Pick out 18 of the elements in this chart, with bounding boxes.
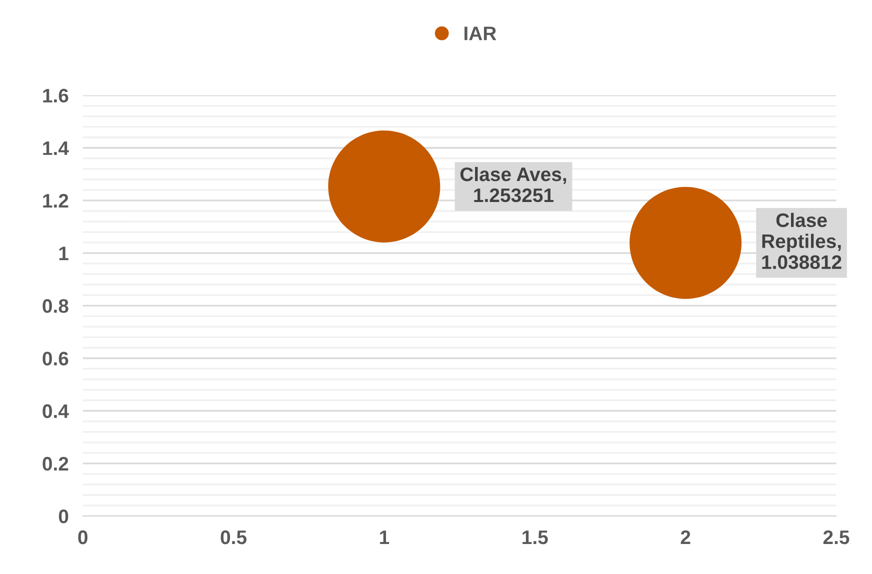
data-label: Clase Aves, 1.253251 — [460, 166, 566, 202]
x-tick-label: 1.5 — [522, 530, 548, 544]
x-tick-label: 1 — [380, 530, 390, 544]
y-tick-label: 0 — [58, 509, 68, 524]
y-tick-label: 0.2 — [42, 456, 68, 471]
y-tick-label: 0.6 — [42, 352, 68, 366]
y-tick-label: 1.2 — [43, 194, 68, 208]
data-label: Clase Reptiles, 1.038812 — [762, 212, 842, 270]
y-tick-label: 0.4 — [42, 404, 69, 418]
y-tick-label: 1.4 — [43, 142, 69, 155]
y-tick-label: 0.8 — [42, 299, 68, 313]
y-tick-label: 1.6 — [43, 88, 68, 103]
x-tick-label: 2.5 — [823, 530, 850, 544]
y-tick-label: 1 — [59, 246, 68, 260]
x-tick-label: 0 — [78, 530, 88, 544]
legend-label: IAR — [464, 26, 496, 40]
x-tick-label: 0.5 — [220, 530, 246, 544]
x-tick-label: 2 — [680, 530, 690, 544]
